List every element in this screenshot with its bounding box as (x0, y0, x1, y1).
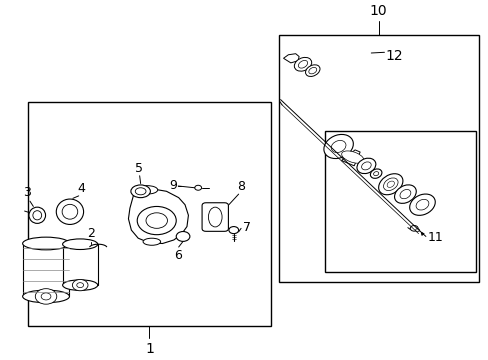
Text: 2: 2 (87, 227, 95, 240)
Ellipse shape (22, 290, 69, 303)
Bar (27, 102, 271, 327)
Polygon shape (283, 54, 299, 63)
Circle shape (41, 293, 51, 300)
Circle shape (176, 231, 189, 242)
Text: 3: 3 (23, 186, 31, 199)
Text: 4: 4 (77, 182, 85, 195)
Ellipse shape (208, 207, 222, 227)
Ellipse shape (135, 188, 146, 195)
Ellipse shape (131, 185, 150, 198)
Ellipse shape (143, 238, 160, 245)
Ellipse shape (294, 57, 311, 71)
Ellipse shape (62, 239, 98, 249)
Ellipse shape (33, 211, 41, 220)
Ellipse shape (415, 199, 428, 210)
Circle shape (77, 283, 83, 288)
Bar (62, 244, 98, 285)
Ellipse shape (356, 158, 375, 174)
Ellipse shape (305, 65, 319, 76)
Ellipse shape (298, 60, 307, 68)
Ellipse shape (386, 181, 394, 188)
Ellipse shape (361, 162, 370, 170)
Ellipse shape (330, 140, 346, 153)
Ellipse shape (369, 169, 381, 178)
Text: 1: 1 (144, 342, 154, 356)
Ellipse shape (373, 172, 378, 176)
Polygon shape (341, 150, 360, 166)
Text: 7: 7 (242, 221, 250, 234)
Ellipse shape (136, 186, 158, 194)
Circle shape (146, 213, 167, 228)
Bar (22, 243, 69, 296)
Text: 10: 10 (369, 4, 386, 18)
Text: 12: 12 (385, 49, 403, 63)
Ellipse shape (378, 174, 402, 195)
Circle shape (409, 225, 417, 231)
Circle shape (228, 226, 238, 234)
Ellipse shape (22, 237, 69, 250)
Ellipse shape (341, 151, 363, 163)
Text: 5: 5 (134, 162, 142, 175)
Bar (278, 35, 478, 282)
Ellipse shape (308, 67, 316, 74)
Ellipse shape (62, 280, 98, 291)
Text: 6: 6 (173, 249, 181, 262)
Ellipse shape (323, 134, 353, 158)
Ellipse shape (62, 204, 78, 219)
Text: 9: 9 (169, 180, 177, 193)
Ellipse shape (409, 194, 434, 215)
Text: 11: 11 (427, 231, 442, 244)
Circle shape (35, 289, 57, 304)
FancyBboxPatch shape (202, 203, 228, 231)
Ellipse shape (399, 189, 410, 199)
Ellipse shape (394, 185, 415, 203)
Circle shape (415, 229, 419, 231)
Bar (325, 131, 475, 272)
Text: 8: 8 (237, 180, 245, 193)
Circle shape (194, 185, 201, 190)
Ellipse shape (383, 178, 397, 190)
Ellipse shape (29, 207, 45, 224)
Polygon shape (128, 189, 188, 243)
Circle shape (137, 206, 176, 235)
Ellipse shape (56, 199, 83, 224)
Circle shape (72, 279, 88, 291)
